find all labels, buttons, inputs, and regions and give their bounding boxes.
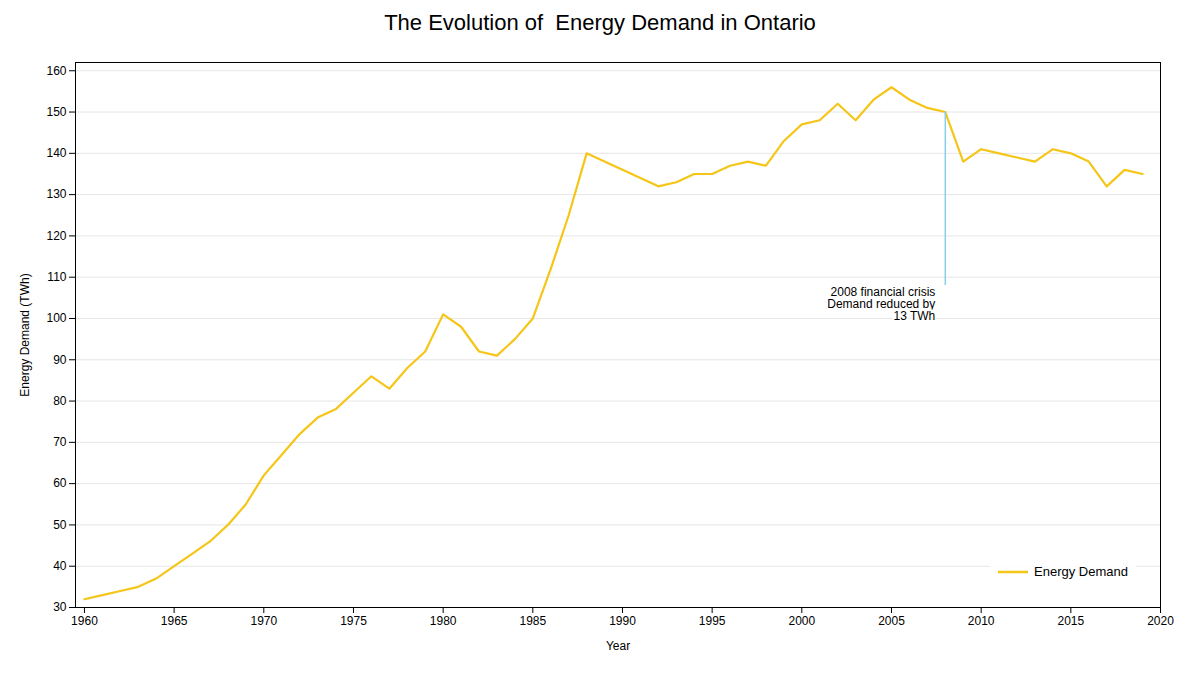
svg-text:120: 120 xyxy=(46,229,66,243)
svg-text:1980: 1980 xyxy=(430,614,457,628)
svg-text:50: 50 xyxy=(53,518,67,532)
svg-text:80: 80 xyxy=(53,394,67,408)
svg-text:2010: 2010 xyxy=(968,614,995,628)
svg-text:140: 140 xyxy=(46,146,66,160)
svg-text:Energy Demand (TWh): Energy Demand (TWh) xyxy=(18,273,32,396)
html-text:The Evolution of Energy Demand: The Evolution of Energy Demand in Ontari… xyxy=(384,10,816,35)
svg-text:2015: 2015 xyxy=(1057,614,1084,628)
html-text:Energy Demand: Energy Demand xyxy=(1034,564,1128,579)
svg-text:130: 130 xyxy=(46,187,66,201)
svg-text:110: 110 xyxy=(47,270,66,284)
svg-text:1960: 1960 xyxy=(71,614,98,628)
svg-text:40: 40 xyxy=(53,559,67,573)
svg-text:160: 160 xyxy=(46,64,66,78)
svg-text:70: 70 xyxy=(53,435,67,449)
svg-text:Year: Year xyxy=(606,639,630,653)
svg-text:2020: 2020 xyxy=(1147,614,1174,628)
svg-text:1985: 1985 xyxy=(519,614,546,628)
svg-text:2000: 2000 xyxy=(788,614,815,628)
svg-text:30: 30 xyxy=(53,600,67,614)
svg-text:2008 financial crisisDemand re: 2008 financial crisisDemand reduced by13… xyxy=(827,285,935,323)
svg-text:60: 60 xyxy=(53,476,67,490)
svg-text:2005: 2005 xyxy=(878,614,905,628)
svg-text:1975: 1975 xyxy=(340,614,367,628)
svg-text:150: 150 xyxy=(46,105,66,119)
svg-text:100: 100 xyxy=(46,311,66,325)
svg-text:1990: 1990 xyxy=(609,614,636,628)
svg-text:1970: 1970 xyxy=(250,614,277,628)
svg-text:90: 90 xyxy=(53,353,67,367)
svg-text:1965: 1965 xyxy=(161,614,188,628)
svg-text:1995: 1995 xyxy=(699,614,726,628)
